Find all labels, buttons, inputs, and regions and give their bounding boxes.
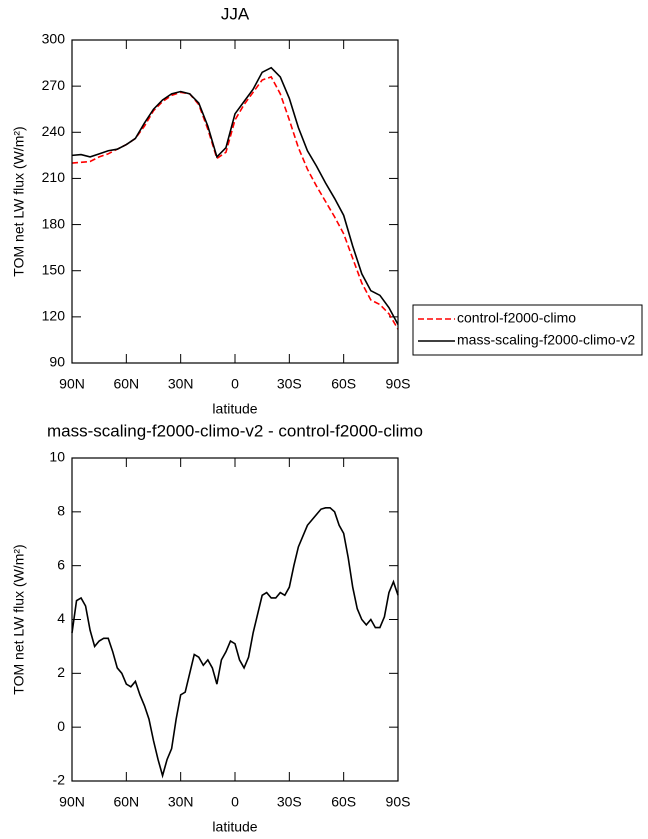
legend-label: mass-scaling-f2000-climo-v2 [457, 332, 635, 348]
y-tick-label: 2 [57, 664, 65, 680]
legend: control-f2000-climo mass-scaling-f2000-cl… [412, 304, 643, 356]
x-tick-label: 90N [59, 794, 85, 810]
legend-box [412, 304, 643, 356]
x-axis-label: latitude [212, 401, 257, 417]
x-tick-label: 30S [277, 376, 302, 392]
data-line [71, 507, 399, 779]
x-tick-label: 60N [113, 794, 139, 810]
data-line [71, 66, 399, 325]
y-tick-label: 90 [49, 354, 65, 370]
plot-frame [71, 457, 399, 782]
y-tick-label: 0 [57, 718, 65, 734]
chart-title: mass-scaling-f2000-climo-v2 - control-f2… [47, 421, 423, 440]
x-tick-label: 30N [168, 794, 194, 810]
y-tick-label: 270 [42, 77, 66, 93]
y-tick-label: 240 [42, 123, 66, 139]
x-tick-label: 0 [231, 794, 239, 810]
x-tick-label: 60S [331, 794, 356, 810]
y-axis-label: TOM net LW flux (W/m²) [11, 544, 27, 694]
plot-frame [71, 39, 399, 364]
y-tick-label: 10 [49, 449, 65, 465]
y-tick-label: 120 [42, 308, 66, 324]
x-tick-label: 90N [59, 376, 85, 392]
y-tick-label: 180 [42, 215, 66, 231]
chart-title: JJA [221, 4, 250, 23]
y-tick-label: 4 [57, 610, 65, 626]
y-tick-label: 6 [57, 556, 65, 572]
x-tick-label: 60N [113, 376, 139, 392]
y-tick-label: 8 [57, 503, 65, 519]
y-axis-label: TOM net LW flux (W/m²) [11, 126, 27, 276]
x-tick-label: 30N [168, 376, 194, 392]
y-tick-label: 150 [42, 261, 66, 277]
y-tick-label: 210 [42, 169, 66, 185]
legend-label: control-f2000-climo [457, 310, 576, 326]
y-tick-label: -2 [53, 772, 66, 788]
x-tick-label: 60S [331, 376, 356, 392]
x-tick-label: 30S [277, 794, 302, 810]
x-tick-label: 90S [386, 376, 411, 392]
x-tick-label: 90S [386, 794, 411, 810]
x-tick-label: 0 [231, 376, 239, 392]
x-axis-label: latitude [212, 819, 257, 835]
y-tick-label: 300 [42, 31, 66, 47]
